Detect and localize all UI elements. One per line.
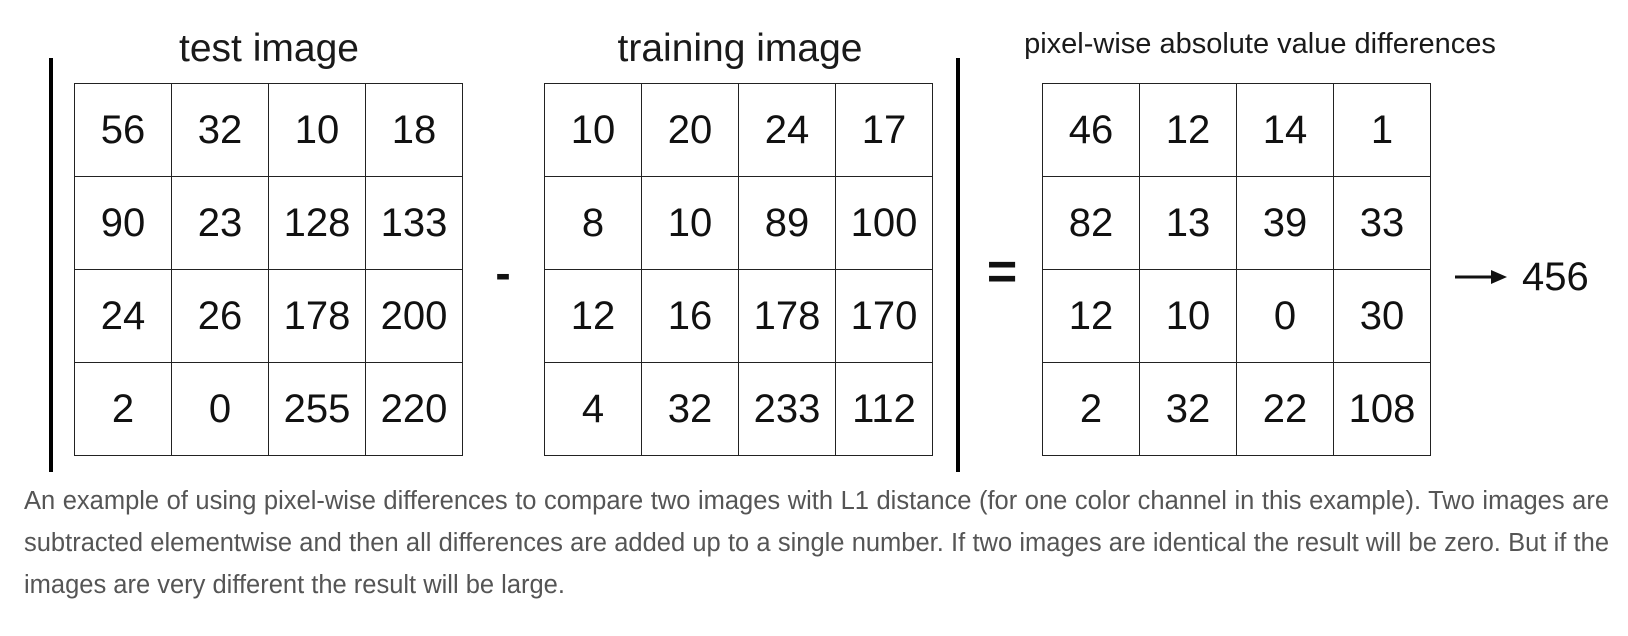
matrix-cell: 32	[171, 83, 269, 177]
matrix-cell: 10	[641, 176, 739, 270]
matrix-cell: 82	[1042, 176, 1140, 270]
matrix-cell: 20	[641, 83, 739, 177]
matrix-cell: 17	[835, 83, 933, 177]
matrix-cell: 112	[835, 362, 933, 456]
matrix-cell: 14	[1236, 83, 1334, 177]
matrix-cell: 178	[268, 269, 366, 363]
arrow-icon	[1455, 270, 1507, 284]
matrix-row: 46 12 14 1	[1042, 83, 1431, 177]
test-image-title: test image	[179, 27, 359, 70]
matrix-cell: 32	[1139, 362, 1237, 456]
matrix-cell: 13	[1139, 176, 1237, 270]
matrix-cell: 30	[1333, 269, 1431, 363]
training-image-matrix: 10 20 24 17 8 10 89 100 12 16 178 170 4 32 233 112	[544, 83, 933, 456]
test-image-matrix: 56 32 10 18 90 23 128 133 24 26 178 200 2 0 255 220	[74, 83, 463, 456]
matrix-cell: 10	[544, 83, 642, 177]
matrix-cell: 32	[641, 362, 739, 456]
matrix-cell: 56	[74, 83, 172, 177]
diff-matrix: 46 12 14 1 82 13 39 33 12 10 0 30 2 32 22 108	[1042, 83, 1431, 456]
matrix-row: 56 32 10 18	[74, 83, 463, 177]
matrix-cell: 4	[544, 362, 642, 456]
absolute-value-bar-left	[49, 58, 53, 472]
matrix-cell: 26	[171, 269, 269, 363]
matrix-cell: 89	[738, 176, 836, 270]
matrix-cell: 220	[365, 362, 463, 456]
matrix-cell: 128	[268, 176, 366, 270]
matrix-row: 90 23 128 133	[74, 176, 463, 270]
matrix-cell: 46	[1042, 83, 1140, 177]
matrix-cell: 8	[544, 176, 642, 270]
matrix-row: 8 10 89 100	[544, 176, 933, 270]
matrix-cell: 200	[365, 269, 463, 363]
matrix-cell: 133	[365, 176, 463, 270]
diff-title: pixel-wise absolute value differences	[1024, 28, 1496, 60]
matrix-cell: 0	[1236, 269, 1334, 363]
matrix-cell: 10	[268, 83, 366, 177]
matrix-cell: 1	[1333, 83, 1431, 177]
matrix-cell: 2	[1042, 362, 1140, 456]
matrix-cell: 12	[1139, 83, 1237, 177]
figure-caption: An example of using pixel-wise differenc…	[24, 487, 1609, 599]
training-image-title: training image	[617, 27, 863, 70]
matrix-cell: 33	[1333, 176, 1431, 270]
matrix-row: 2 0 255 220	[74, 362, 463, 456]
matrix-row: 12 10 0 30	[1042, 269, 1431, 363]
matrix-cell: 24	[738, 83, 836, 177]
matrix-cell: 0	[171, 362, 269, 456]
matrix-cell: 108	[1333, 362, 1431, 456]
matrix-row: 12 16 178 170	[544, 269, 933, 363]
matrix-cell: 178	[738, 269, 836, 363]
matrix-cell: 170	[835, 269, 933, 363]
matrix-cell: 23	[171, 176, 269, 270]
matrix-cell: 12	[544, 269, 642, 363]
result-value: 456	[1522, 255, 1589, 299]
matrix-row: 2 32 22 108	[1042, 362, 1431, 456]
absolute-value-bar-right	[956, 58, 960, 472]
minus-operator: -	[495, 247, 511, 299]
matrix-row: 4 32 233 112	[544, 362, 933, 456]
matrix-row: 10 20 24 17	[544, 83, 933, 177]
matrix-cell: 2	[74, 362, 172, 456]
matrix-cell: 22	[1236, 362, 1334, 456]
matrix-cell: 16	[641, 269, 739, 363]
matrix-cell: 12	[1042, 269, 1140, 363]
matrix-cell: 90	[74, 176, 172, 270]
matrix-cell: 24	[74, 269, 172, 363]
matrix-cell: 39	[1236, 176, 1334, 270]
matrix-cell: 18	[365, 83, 463, 177]
matrix-row: 82 13 39 33	[1042, 176, 1431, 270]
matrix-cell: 10	[1139, 269, 1237, 363]
equals-operator: =	[986, 243, 1018, 301]
matrix-cell: 233	[738, 362, 836, 456]
matrix-row: 24 26 178 200	[74, 269, 463, 363]
matrix-cell: 255	[268, 362, 366, 456]
matrix-cell: 100	[835, 176, 933, 270]
